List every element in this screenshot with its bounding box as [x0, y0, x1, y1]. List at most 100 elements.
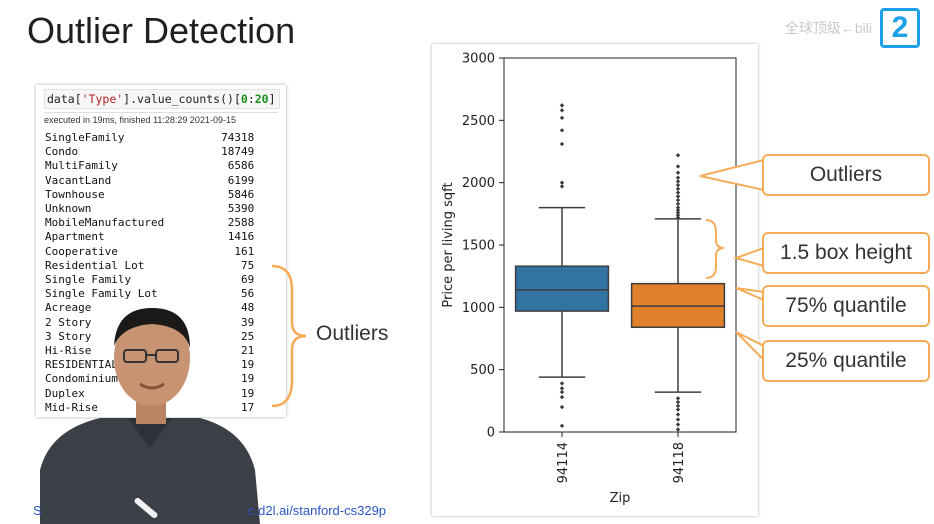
- table-row: Mid-Rise 17: [45, 401, 264, 415]
- table-row: Condominium 19: [45, 372, 264, 386]
- code-prefix: data[: [47, 92, 82, 106]
- code-suffix: ]: [268, 92, 276, 106]
- type-cell: Acreage: [45, 301, 92, 315]
- watermark: 全球顶级←bili 2: [785, 8, 920, 48]
- outlier-point: [675, 412, 681, 417]
- table-row: Townhouse 5846: [45, 188, 264, 202]
- table-row: MultiFamily 6586: [45, 159, 264, 173]
- callout-25-quantile: 25% quantile: [762, 340, 930, 382]
- type-cell: Unknown: [45, 202, 92, 216]
- y-tick-label: 2000: [462, 176, 495, 191]
- type-cell: 3 Story: [45, 329, 92, 343]
- outlier-point: [675, 197, 681, 203]
- outlier-point: [559, 386, 565, 391]
- count-cell: 17: [240, 400, 255, 414]
- outlier-point: [675, 212, 681, 218]
- y-tick-label: 3000: [462, 52, 495, 67]
- table-row: VacantLand 6199: [45, 174, 264, 188]
- type-cell: Single Family: [45, 273, 132, 287]
- type-cell: Hi-Rise: [45, 344, 92, 358]
- footer-link-left[interactable]: S: [33, 503, 42, 518]
- count-cell: 48: [240, 301, 255, 315]
- y-axis-label: Price per living sqft: [441, 182, 456, 307]
- count-cell: 2588: [227, 216, 255, 230]
- count-cell: 5846: [227, 187, 255, 201]
- table-row: Duplex 19: [45, 387, 264, 401]
- y-tick-label: 1000: [462, 301, 495, 316]
- table-row: Single Family 69: [45, 273, 264, 287]
- count-cell: 39: [240, 315, 255, 329]
- table-row: 2 Story 39: [45, 316, 264, 330]
- code-string: 'Type': [81, 92, 124, 106]
- outlier-point: [675, 153, 681, 158]
- type-cell: Apartment: [45, 230, 105, 244]
- x-tick-label: 94118: [672, 442, 687, 483]
- count-cell: 19: [240, 358, 255, 372]
- type-cell: Cooperative: [45, 244, 118, 258]
- count-cell: 25: [240, 329, 255, 343]
- table-row: Hi-Rise 21: [45, 344, 264, 358]
- outlier-point: [559, 184, 565, 189]
- outlier-point: [559, 128, 565, 133]
- type-cell: Residential Lot: [45, 258, 145, 272]
- count-cell: 5390: [227, 202, 255, 216]
- outlier-point: [559, 404, 565, 410]
- slide-title: Outlier Detection: [27, 10, 296, 51]
- outlier-point: [675, 190, 681, 195]
- y-tick-label: 0: [487, 426, 495, 441]
- outlier-point: [675, 179, 681, 184]
- type-cell: RESIDENTIAL: [45, 358, 118, 372]
- outlier-point: [675, 407, 681, 412]
- count-cell: 1416: [227, 230, 255, 244]
- presenter-video: [40, 308, 260, 524]
- outlier-point: [559, 108, 565, 113]
- table-row: Cooperative 161: [45, 245, 264, 259]
- boxplot-svg: 0 500 1000 1500 2000 2500 3000 Price per living…: [441, 52, 737, 506]
- outlier-point: [675, 175, 681, 180]
- footer-link-course[interactable]: c.d2l.ai/stanford-cs329p: [248, 503, 387, 518]
- count-cell: 56: [240, 287, 255, 301]
- callout-box-height: 1.5 box height: [762, 232, 930, 274]
- outlier-point: [675, 182, 681, 188]
- y-tick-label: 1500: [462, 239, 495, 254]
- outlier-point: [675, 427, 681, 432]
- x-axis-label: Zip: [610, 491, 631, 506]
- outlier-point: [675, 194, 681, 199]
- boxplot-chart: 0 500 1000 1500 2000 2500 3000 Price per living…: [432, 44, 758, 516]
- x-tick-label: 94114: [556, 442, 571, 483]
- table-row: Condo 18749: [45, 145, 264, 159]
- type-cell: MultiFamily: [45, 159, 118, 173]
- outlier-point: [675, 403, 681, 409]
- outlier-point: [675, 417, 681, 422]
- outlier-point: [675, 207, 681, 213]
- outlier-point: [675, 210, 681, 215]
- brace-label: Outliers: [316, 322, 389, 345]
- outlier-point: [559, 381, 565, 386]
- outlier-point: [559, 115, 565, 121]
- outlier-point: [559, 103, 565, 108]
- code-input[interactable]: data['Type'].value_counts()[0:20]: [44, 89, 280, 109]
- type-cell: Townhouse: [45, 187, 105, 201]
- table-row: Single Family Lot 56: [45, 287, 264, 301]
- outlier-point: [559, 141, 565, 147]
- table-row: RESIDENTIAL 19: [45, 358, 264, 372]
- outlier-point: [559, 423, 565, 428]
- outlier-point: [675, 186, 681, 192]
- type-cell: VacantLand: [45, 173, 112, 187]
- box-94114: [514, 265, 610, 312]
- type-cell: MobileManufactured: [45, 216, 165, 230]
- callout-75-quantile: 75% quantile: [762, 285, 930, 327]
- callout-outliers: Outliers: [762, 154, 930, 196]
- type-cell: Condo: [45, 145, 79, 159]
- outlier-point: [675, 399, 681, 405]
- value-counts-table: SingleFamily 74318 Condo 18749 MultiFamily 65…: [45, 131, 264, 415]
- table-row: Acreage 48: [45, 301, 264, 315]
- type-cell: Single Family Lot: [45, 287, 158, 301]
- table-row: Residential Lot 75: [45, 259, 264, 273]
- code-slice-start: 0: [240, 92, 248, 106]
- plot-frame: [503, 57, 737, 433]
- outlier-point: [675, 422, 681, 427]
- count-cell: 74318: [221, 131, 255, 144]
- count-cell: 21: [240, 344, 255, 358]
- type-cell: Duplex: [45, 386, 85, 400]
